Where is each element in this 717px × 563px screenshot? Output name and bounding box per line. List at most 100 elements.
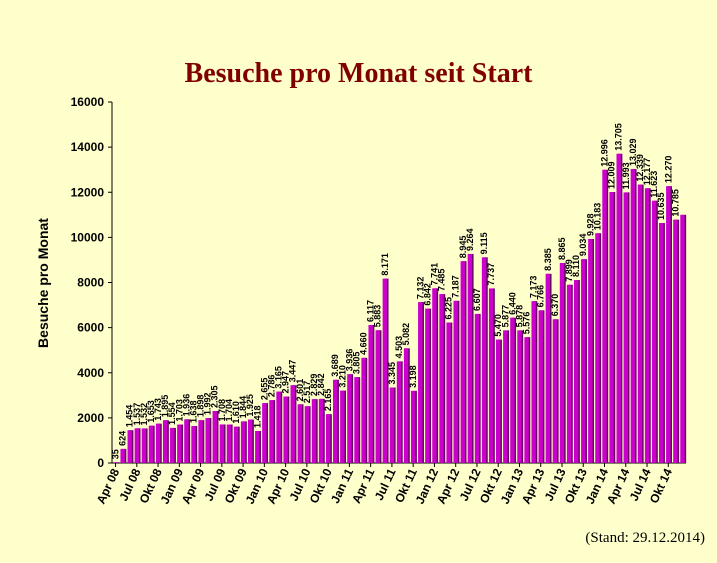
bar (538, 310, 543, 463)
data-label: 1.704 (224, 399, 234, 422)
data-label: 5.470 (493, 314, 503, 337)
bar (162, 420, 168, 463)
bar (673, 219, 678, 463)
data-label: 7.737 (486, 263, 496, 286)
bar (141, 428, 147, 463)
bar (517, 330, 522, 463)
bar (233, 426, 239, 463)
bar (170, 427, 175, 463)
y-tick-label: 10000 (71, 230, 105, 244)
data-label: 11.993 (621, 162, 631, 189)
bar (644, 188, 650, 463)
bar (354, 377, 359, 463)
data-label: 12.339 (635, 154, 645, 182)
bar (120, 448, 125, 463)
data-label: 1.743 (153, 398, 163, 421)
data-label: 35 (111, 449, 121, 459)
bar (340, 390, 345, 463)
bar (247, 419, 253, 463)
data-label: 1.925 (245, 394, 255, 417)
bar (148, 425, 154, 463)
data-label: 6.607 (472, 288, 482, 311)
bar (134, 428, 139, 463)
y-tick-label: 8000 (77, 276, 104, 290)
bar (290, 385, 295, 463)
bar (418, 302, 423, 463)
data-label: 2.829 (309, 374, 319, 397)
data-label: 8.385 (543, 248, 553, 271)
bar (609, 192, 614, 463)
data-label: 1.418 (252, 405, 262, 428)
data-label: 3.210 (337, 365, 347, 388)
bar (581, 259, 586, 463)
bar (439, 294, 444, 463)
data-label: 2.305 (210, 385, 220, 408)
data-label: 1.638 (188, 401, 198, 424)
bar (382, 278, 388, 463)
footnote: (Stand: 29.12.2014) (585, 530, 705, 546)
bar (623, 192, 628, 463)
bar (425, 308, 430, 463)
y-tick-label: 6000 (77, 321, 104, 335)
data-label: 1.537 (132, 403, 142, 426)
bar (283, 396, 288, 463)
data-label: 6.440 (507, 292, 517, 315)
bar (184, 419, 189, 463)
bar (304, 406, 310, 463)
bar (205, 418, 210, 463)
data-label: 3.805 (351, 352, 361, 375)
bar (651, 200, 657, 464)
bar (240, 421, 246, 463)
bar (474, 313, 480, 463)
bar (177, 424, 182, 463)
bar (297, 404, 302, 463)
data-label: 1.844 (238, 396, 248, 419)
bar (262, 403, 267, 463)
data-label: 6.370 (550, 294, 560, 317)
data-label: 1.936 (181, 394, 191, 417)
data-label: 2.655 (259, 378, 269, 401)
data-label: 3.936 (344, 349, 354, 372)
data-label: 1.898 (196, 395, 206, 418)
bar (524, 337, 529, 463)
bar (552, 319, 558, 463)
bar (467, 253, 473, 463)
bar (318, 398, 324, 463)
bar (503, 330, 508, 463)
data-label: 13.029 (628, 139, 638, 167)
bar (269, 400, 274, 463)
bar (531, 301, 536, 463)
bar (566, 284, 572, 463)
bar (396, 361, 402, 463)
data-label: 6.117 (366, 300, 376, 322)
data-label: 1.554 (167, 402, 177, 425)
bar (375, 330, 380, 463)
data-label: 5.576 (522, 312, 532, 335)
bar (488, 288, 494, 463)
data-label: 13.705 (614, 123, 624, 151)
bar (545, 273, 551, 463)
data-label: 2.517 (302, 381, 312, 404)
y-tick-label: 12000 (71, 185, 105, 199)
data-label: 9.115 (479, 232, 489, 254)
data-label: 1.708 (217, 399, 227, 422)
data-label: 8.865 (557, 237, 567, 260)
data-label: 2.786 (266, 375, 276, 398)
data-label: 7.899 (564, 259, 574, 282)
data-label: 12.177 (642, 158, 652, 186)
data-label: 5.082 (401, 323, 411, 346)
y-tick-label: 2000 (77, 411, 104, 425)
data-label: 2.601 (295, 379, 305, 402)
data-label: 1.653 (146, 400, 156, 423)
bar (666, 186, 671, 463)
y-tick-label: 0 (97, 456, 104, 470)
bar (198, 420, 203, 463)
data-label: 3.198 (408, 365, 418, 388)
data-label: 7.173 (529, 276, 539, 299)
bar (255, 431, 260, 463)
data-labels: 35 624 1.4541.5371.5321.6531.7431.8951.554… (111, 123, 681, 459)
bar (559, 262, 565, 463)
data-label: 9.034 (578, 234, 588, 257)
bar (496, 339, 501, 463)
